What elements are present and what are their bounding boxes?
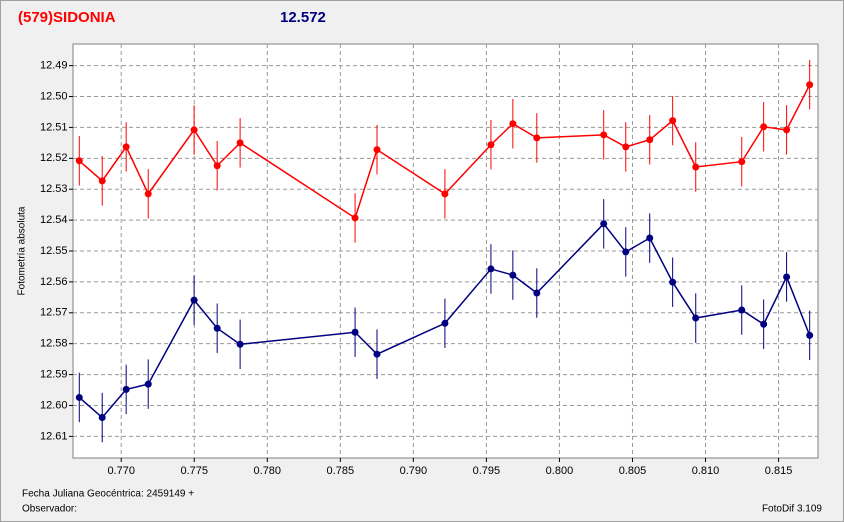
data-point	[75, 393, 83, 401]
x-tick-label: 0.800	[546, 465, 574, 477]
data-point	[75, 157, 83, 165]
series-line	[78, 84, 811, 220]
software-label: FotoDif 3.109	[762, 504, 822, 515]
subtitle: 12.572	[280, 9, 326, 26]
y-tick-label: 12.56	[40, 276, 68, 288]
data-point	[783, 273, 791, 281]
y-tick-label: 12.60	[40, 399, 68, 411]
y-tick-label: 12.59	[40, 368, 68, 380]
x-tick-label: 0.795	[473, 465, 501, 477]
y-tick-label: 12.50	[40, 90, 68, 102]
data-point	[646, 234, 654, 242]
y-tick-label: 12.55	[40, 245, 68, 257]
data-point	[144, 380, 152, 388]
data-point	[669, 117, 677, 125]
data-point	[236, 139, 244, 147]
data-point	[351, 328, 359, 336]
data-point	[373, 350, 381, 358]
data-point	[213, 324, 221, 332]
data-point	[487, 141, 495, 149]
x-axis-label: Fecha Juliana Geocéntrica: 2459149 +	[22, 489, 194, 500]
data-point	[509, 120, 517, 128]
x-tick-label: 0.815	[765, 465, 793, 477]
x-tick-label: 0.785	[327, 465, 355, 477]
data-point	[738, 158, 746, 166]
y-tick-label: 12.53	[40, 183, 68, 195]
x-tick-label: 0.810	[692, 465, 720, 477]
chart-title: (579)SIDONIA	[18, 9, 116, 26]
data-point	[622, 143, 630, 151]
data-point	[692, 163, 700, 171]
x-tick-label: 0.790	[400, 465, 428, 477]
data-point	[190, 296, 198, 304]
data-point	[760, 320, 768, 328]
data-point	[533, 134, 541, 142]
data-point	[738, 306, 746, 314]
y-tick-label: 12.51	[40, 121, 68, 133]
data-point	[669, 278, 677, 286]
data-point	[600, 131, 608, 139]
data-point	[509, 271, 517, 279]
data-point	[487, 265, 495, 273]
x-tick-label: 0.805	[619, 465, 647, 477]
data-point	[441, 190, 449, 198]
data-point	[122, 385, 130, 393]
y-tick-label: 12.58	[40, 338, 68, 350]
data-point	[441, 319, 449, 327]
data-point	[351, 214, 359, 222]
data-point	[622, 248, 630, 256]
data-point	[236, 340, 244, 348]
observer-label: Observador:	[22, 504, 77, 515]
data-point	[373, 146, 381, 154]
data-point	[190, 126, 198, 134]
series-line	[78, 222, 811, 419]
x-tick-label: 0.775	[180, 465, 208, 477]
data-point	[533, 289, 541, 297]
data-point	[806, 81, 814, 89]
data-point	[646, 136, 654, 144]
y-tick-label: 12.54	[40, 214, 68, 226]
y-tick-label: 12.52	[40, 152, 68, 164]
y-tick-label: 12.49	[40, 60, 68, 72]
data-point	[98, 414, 106, 422]
x-tick-label: 0.770	[107, 465, 135, 477]
data-point	[122, 143, 130, 151]
x-tick-label: 0.780	[254, 465, 282, 477]
data-point	[144, 190, 152, 198]
data-point	[783, 126, 791, 134]
data-point	[600, 220, 608, 228]
data-point	[213, 162, 221, 170]
y-axis-label: Fotometría absoluta	[17, 206, 28, 295]
data-point	[692, 314, 700, 322]
data-point	[806, 331, 814, 339]
data-point	[98, 177, 106, 185]
y-tick-label: 12.57	[40, 307, 68, 319]
data-point	[760, 123, 768, 131]
y-tick-label: 12.61	[40, 430, 68, 442]
